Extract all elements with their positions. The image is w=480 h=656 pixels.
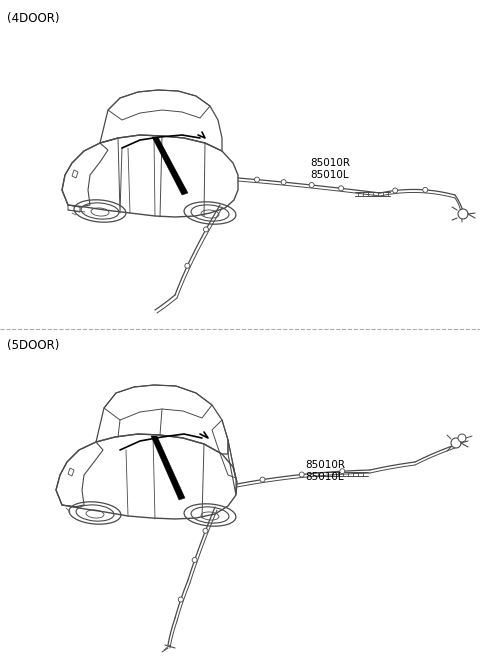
Circle shape	[458, 209, 468, 219]
Circle shape	[178, 597, 183, 602]
Text: (5DOOR): (5DOOR)	[7, 339, 60, 352]
Circle shape	[260, 477, 265, 482]
Circle shape	[281, 180, 286, 184]
Circle shape	[254, 177, 260, 182]
Circle shape	[340, 468, 345, 474]
Circle shape	[393, 188, 397, 193]
Text: (4DOOR): (4DOOR)	[7, 12, 60, 25]
Polygon shape	[151, 436, 185, 500]
Circle shape	[451, 438, 461, 448]
Circle shape	[338, 186, 344, 191]
Circle shape	[204, 227, 208, 232]
Polygon shape	[152, 137, 188, 195]
Circle shape	[309, 182, 314, 188]
Circle shape	[423, 188, 428, 192]
Circle shape	[192, 558, 197, 562]
Text: 85010R
85010L: 85010R 85010L	[310, 158, 350, 180]
Circle shape	[203, 528, 208, 533]
Circle shape	[185, 263, 190, 268]
Circle shape	[458, 434, 466, 442]
Text: 85010R
85010L: 85010R 85010L	[305, 460, 345, 482]
Circle shape	[299, 472, 304, 477]
